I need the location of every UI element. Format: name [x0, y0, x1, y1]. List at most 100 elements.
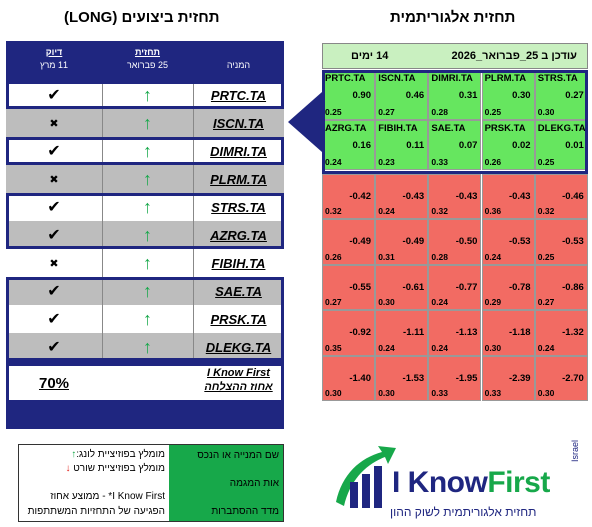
algorithmic-forecast-title: תחזית אלגוריתמית [390, 9, 516, 26]
stock-ticker: FIBIH.TA [211, 255, 266, 271]
top-signals-highlight [322, 70, 588, 174]
cell-signal: -1.18 [508, 327, 531, 339]
stock-ticker: PRTC.TA [210, 87, 267, 103]
up-arrow-icon: ↑ [143, 336, 152, 357]
signal-cell: -2.39 0.33 [481, 355, 535, 401]
table-row: ✔ ↑ AZRG.TA [6, 221, 284, 249]
down-arrow-icon: ↓ [65, 463, 71, 474]
column-divider [102, 109, 103, 137]
legend-key: שם המנייה או הנכס אות המגמה מדד ההסתברות [169, 445, 283, 521]
column-divider [102, 193, 103, 221]
performance-title: תחזית ביצועים (LONG) [64, 9, 220, 26]
cell-signal: -0.53 [508, 236, 531, 248]
cell-predictability: 0.24 [325, 157, 342, 167]
stock-ticker: SAE.TA [215, 283, 262, 299]
table-row: ✖ ↑ FIBIH.TA [6, 249, 284, 277]
up-arrow-icon: ↑ [143, 168, 152, 189]
success-rate-value: 70% [38, 374, 70, 392]
signal-cell: DLEKG.TA 0.01 0.25 [534, 120, 588, 170]
table-row: ✔ ↑ PRTC.TA [6, 81, 284, 109]
cell-signal: -0.53 [562, 236, 584, 248]
cell-signal: 0.30 [512, 90, 531, 101]
signal-cell: -0.43 0.32 [428, 174, 482, 220]
stock-ticker: AZRG.TA [210, 227, 267, 243]
legend-long: מומלץ בפוזיציית לונג:↑ [71, 449, 165, 460]
updated-date: עודכן ב 25_פברואר_2026 [451, 50, 577, 62]
stock-ticker: DIMRI.TA [210, 143, 267, 159]
horizon-days: 14 ימים [351, 50, 389, 62]
accuracy-column-header: דיוק 11 מרץ [39, 47, 69, 70]
cell-ticker: PRTC.TA [325, 73, 366, 84]
legend-average-note: I Know First* - ממוצע אחוז [50, 491, 165, 502]
cell-signal: -0.86 [562, 281, 584, 293]
cell-predictability: 0.32 [537, 206, 555, 217]
cell-signal: 0.31 [458, 90, 478, 101]
signal-cell: -1.40 0.30 [322, 355, 375, 401]
column-divider [193, 249, 194, 277]
cell-predictability: 0.28 [431, 251, 448, 262]
signal-cell: PRSK.TA 0.02 0.26 [481, 120, 535, 170]
column-divider [102, 249, 103, 277]
cell-predictability: 0.33 [431, 387, 448, 398]
cross-icon: ✖ [49, 257, 59, 270]
cell-signal: -1.11 [403, 327, 425, 339]
signal-cell: -1.53 0.30 [375, 355, 429, 401]
cell-predictability: 0.32 [325, 206, 342, 217]
signal-cell: AZRG.TA 0.16 0.24 [322, 120, 375, 170]
cell-ticker: ISCN.TA [378, 73, 416, 84]
cell-signal: 0.01 [565, 140, 584, 151]
cell-ticker: STRS.TA [537, 73, 578, 84]
cell-predictability: 0.27 [325, 297, 342, 308]
cell-signal: 0.90 [352, 90, 372, 101]
signal-cell: -0.49 0.31 [375, 219, 429, 265]
check-icon: ✔ [47, 143, 61, 160]
cell-signal: 0.11 [406, 140, 425, 151]
column-divider [102, 333, 103, 361]
cell-predictability: 0.24 [484, 251, 502, 262]
cell-predictability: 0.24 [431, 342, 448, 353]
logo-swoosh-icon [336, 446, 396, 508]
check-icon: ✔ [47, 311, 61, 328]
cell-predictability: 0.29 [484, 297, 502, 308]
check-icon: ✔ [47, 227, 61, 244]
stock-ticker: PLRM.TA [210, 171, 267, 187]
cell-signal: -0.46 [562, 191, 584, 202]
signal-cell: ISCN.TA 0.46 0.27 [375, 70, 429, 120]
cell-predictability: 0.30 [378, 387, 395, 398]
cell-signal: -0.42 [349, 191, 371, 202]
cell-predictability: 0.24 [431, 297, 448, 308]
forecast-heatmap-header: 14 ימים עודכן ב 25_פברואר_2026 [322, 43, 588, 69]
signal-cell: -1.32 0.24 [534, 310, 588, 356]
signal-cell: -0.78 0.29 [481, 264, 535, 311]
stock-ticker: STRS.TA [211, 199, 266, 215]
signal-cell: SAE.TA 0.07 0.33 [428, 120, 482, 170]
cell-predictability: 0.30 [378, 297, 395, 308]
performance-table-header: דיוק 11 מרץ תחזית 25 פברואר המניה [6, 41, 284, 79]
table-row: ✔ ↑ SAE.TA [6, 277, 284, 305]
column-divider [193, 137, 194, 165]
up-arrow-icon: ↑ [143, 196, 152, 217]
success-rate-highlight [6, 363, 284, 403]
table-row: ✔ ↑ PRSK.TA [6, 305, 284, 333]
signal-cell: -0.53 0.24 [481, 219, 535, 265]
column-divider [102, 165, 103, 193]
signal-cell: -1.11 0.24 [375, 310, 429, 356]
cell-predictability: 0.26 [325, 251, 342, 262]
stock-ticker: PRSK.TA [210, 311, 267, 327]
cell-ticker: AZRG.TA [325, 123, 367, 134]
column-divider [193, 109, 194, 137]
column-divider [102, 221, 103, 249]
signal-cell: -0.86 0.27 [534, 264, 588, 311]
cell-signal: 0.46 [405, 90, 425, 101]
check-icon: ✔ [47, 199, 61, 216]
cell-predictability: 0.28 [431, 107, 448, 117]
legend-notes: מומלץ בפוזיציית לונג:↑ מומלץ בפוזיציית ש… [19, 445, 169, 521]
logo-tagline: תחזית אלגוריתמית לשוק ההון [390, 505, 537, 519]
column-divider [102, 305, 103, 333]
column-divider [193, 165, 194, 193]
row-highlight [6, 137, 284, 165]
signal-cell: -0.55 0.27 [322, 264, 375, 311]
legend-predictability: מדד ההסתברות [211, 506, 279, 517]
signal-cell: -0.92 0.35 [322, 310, 375, 356]
signal-cell: -2.70 0.30 [534, 355, 588, 401]
